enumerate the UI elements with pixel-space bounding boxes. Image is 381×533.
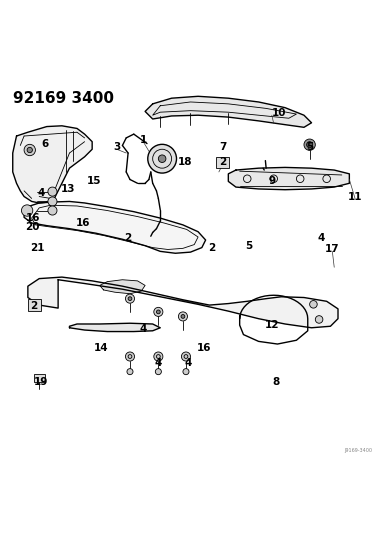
Circle shape	[48, 197, 57, 206]
Text: 16: 16	[197, 343, 211, 353]
Text: 20: 20	[25, 222, 40, 232]
Text: 92169 3400: 92169 3400	[13, 91, 114, 106]
Text: 4: 4	[317, 233, 325, 243]
Text: 14: 14	[94, 343, 109, 353]
Text: J9169-3400: J9169-3400	[344, 448, 372, 453]
Text: 10: 10	[272, 108, 287, 118]
Polygon shape	[69, 323, 160, 332]
Circle shape	[27, 147, 32, 152]
Text: 4: 4	[37, 188, 45, 198]
Circle shape	[304, 139, 315, 150]
Text: 16: 16	[26, 213, 41, 223]
Text: 19: 19	[34, 377, 48, 387]
Circle shape	[154, 352, 163, 361]
Circle shape	[21, 205, 33, 216]
Circle shape	[315, 316, 323, 323]
Polygon shape	[100, 280, 145, 294]
Circle shape	[310, 301, 317, 308]
Circle shape	[181, 314, 185, 318]
Text: 2: 2	[219, 157, 226, 167]
Polygon shape	[24, 201, 206, 253]
Circle shape	[125, 352, 134, 361]
Circle shape	[183, 369, 189, 375]
Circle shape	[125, 294, 134, 303]
Polygon shape	[145, 96, 312, 127]
Circle shape	[178, 312, 187, 321]
Text: 5: 5	[306, 142, 313, 152]
Circle shape	[181, 352, 190, 361]
Text: 4: 4	[185, 358, 192, 368]
Circle shape	[307, 142, 313, 148]
Circle shape	[24, 144, 35, 156]
Text: 16: 16	[75, 218, 90, 228]
Circle shape	[127, 369, 133, 375]
Text: 4: 4	[155, 358, 162, 368]
Text: 8: 8	[272, 377, 279, 387]
Text: 12: 12	[264, 320, 279, 330]
Text: 2: 2	[208, 244, 215, 253]
Text: 21: 21	[30, 244, 45, 253]
Text: 15: 15	[87, 176, 101, 187]
Text: 2: 2	[30, 301, 37, 311]
Text: 11: 11	[348, 191, 362, 201]
Polygon shape	[28, 277, 338, 328]
Text: 5: 5	[245, 241, 253, 251]
FancyBboxPatch shape	[28, 300, 42, 311]
Text: 4: 4	[139, 324, 147, 334]
Text: 13: 13	[60, 184, 75, 194]
Circle shape	[48, 206, 57, 215]
Text: 17: 17	[325, 245, 339, 254]
Text: 18: 18	[178, 157, 192, 167]
Circle shape	[148, 144, 176, 173]
Circle shape	[157, 310, 160, 314]
Text: 6: 6	[41, 139, 48, 149]
Circle shape	[155, 369, 162, 375]
FancyBboxPatch shape	[216, 157, 229, 168]
Circle shape	[154, 308, 163, 317]
Text: 1: 1	[139, 135, 147, 145]
Circle shape	[158, 155, 166, 163]
Text: 3: 3	[113, 142, 120, 152]
Circle shape	[128, 297, 132, 301]
Polygon shape	[228, 167, 349, 190]
Polygon shape	[13, 126, 92, 203]
Circle shape	[48, 187, 57, 196]
FancyBboxPatch shape	[34, 374, 45, 382]
Text: 2: 2	[125, 233, 132, 243]
Text: 7: 7	[219, 142, 226, 152]
Text: 9: 9	[268, 176, 275, 187]
